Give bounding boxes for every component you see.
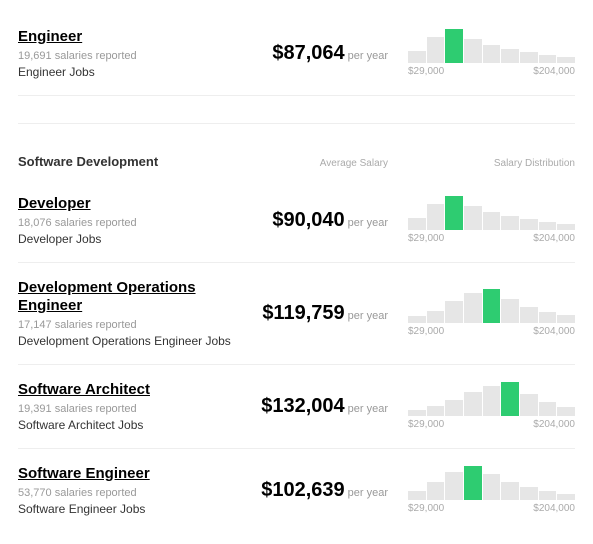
distribution-bar xyxy=(483,212,501,230)
distribution-bar xyxy=(445,29,463,63)
distribution-bar xyxy=(427,311,445,323)
distribution-bar xyxy=(520,219,538,230)
distribution-min-label: $29,000 xyxy=(408,326,444,337)
salary-row: Software Engineer 53,770 salaries reporte… xyxy=(18,449,575,532)
salary-distribution-chart xyxy=(408,382,575,416)
distribution-bar xyxy=(408,491,426,500)
salary-amount: $132,004 xyxy=(261,395,344,417)
distribution-max-label: $204,000 xyxy=(533,233,575,244)
salary-amount: $119,759 xyxy=(262,302,344,324)
section-title: Software Development xyxy=(18,154,248,169)
distribution-max-label: $204,000 xyxy=(533,66,575,77)
distribution-min-label: $29,000 xyxy=(408,419,444,430)
distribution-max-label: $204,000 xyxy=(533,503,575,514)
salaries-reported-text: 18,076 salaries reported xyxy=(18,217,248,229)
distribution-bar xyxy=(483,474,501,500)
distribution-bar xyxy=(557,224,575,230)
distribution-bar xyxy=(539,312,557,323)
job-title-link[interactable]: Developer xyxy=(18,195,91,214)
distribution-bar xyxy=(539,55,557,63)
distribution-bar xyxy=(520,52,538,63)
salary-distribution-header: Salary Distribution xyxy=(388,158,575,169)
distribution-bar xyxy=(483,386,501,416)
salaries-reported-text: 19,691 salaries reported xyxy=(18,50,248,62)
distribution-bar xyxy=(520,307,538,323)
distribution-bar xyxy=(408,218,426,230)
job-title-link[interactable]: Software Engineer xyxy=(18,465,150,484)
distribution-bar xyxy=(445,196,463,230)
distribution-bar xyxy=(483,289,501,323)
salary-distribution-chart xyxy=(408,196,575,230)
per-year-label: per year xyxy=(348,403,388,415)
salaries-reported-text: 17,147 salaries reported xyxy=(18,319,248,331)
distribution-bar xyxy=(501,49,519,63)
salary-row: Development Operations Engineer 17,147 sa… xyxy=(18,263,575,366)
salary-distribution-chart xyxy=(408,289,575,323)
job-title-link[interactable]: Development Operations Engineer xyxy=(18,279,248,317)
salary-amount: $102,639 xyxy=(261,479,344,501)
per-year-label: per year xyxy=(348,310,388,322)
distribution-bar xyxy=(427,37,445,63)
distribution-bar xyxy=(445,400,463,416)
salary-row: Engineer 19,691 salaries reported Engineer… xyxy=(18,12,575,96)
distribution-column: $29,000 $204,000 xyxy=(388,289,575,337)
section-header: Software DevelopmentAverage SalarySalary… xyxy=(18,124,575,179)
distribution-bar xyxy=(539,402,557,416)
distribution-bar xyxy=(427,406,445,416)
distribution-bar xyxy=(408,316,426,323)
distribution-bar xyxy=(501,299,519,323)
jobs-link[interactable]: Software Engineer Jobs xyxy=(18,502,248,516)
distribution-bar xyxy=(539,222,557,230)
distribution-column: $29,000 $204,000 xyxy=(388,466,575,514)
distribution-bar xyxy=(501,482,519,500)
distribution-bar xyxy=(501,382,519,416)
distribution-column: $29,000 $204,000 xyxy=(388,382,575,430)
distribution-max-label: $204,000 xyxy=(533,419,575,430)
distribution-bar xyxy=(520,487,538,500)
distribution-min-label: $29,000 xyxy=(408,503,444,514)
distribution-max-label: $204,000 xyxy=(533,326,575,337)
salary-amount: $90,040 xyxy=(272,209,344,231)
salary-distribution-chart xyxy=(408,466,575,500)
distribution-bar xyxy=(445,301,463,323)
distribution-bar xyxy=(464,293,482,323)
distribution-bar xyxy=(464,39,482,63)
distribution-bar xyxy=(408,51,426,63)
per-year-label: per year xyxy=(348,217,388,229)
distribution-bar xyxy=(464,392,482,416)
average-salary-header: Average Salary xyxy=(248,158,388,169)
salary-amount: $87,064 xyxy=(272,42,344,64)
distribution-column: $29,000 $204,000 xyxy=(388,29,575,77)
salary-row: Software Architect 19,391 salaries report… xyxy=(18,365,575,449)
distribution-min-label: $29,000 xyxy=(408,66,444,77)
distribution-bar xyxy=(427,482,445,500)
salaries-reported-text: 53,770 salaries reported xyxy=(18,487,248,499)
jobs-link[interactable]: Software Architect Jobs xyxy=(18,418,248,432)
distribution-bar xyxy=(464,206,482,230)
salary-distribution-chart xyxy=(408,29,575,63)
distribution-bar xyxy=(464,466,482,500)
salary-row: Developer 18,076 salaries reported Develop… xyxy=(18,179,575,263)
distribution-bar xyxy=(427,204,445,230)
distribution-bar xyxy=(557,407,575,416)
job-title-link[interactable]: Software Architect xyxy=(18,381,150,400)
distribution-bar xyxy=(557,315,575,323)
job-title-link[interactable]: Engineer xyxy=(18,28,82,47)
distribution-bar xyxy=(539,491,557,500)
jobs-link[interactable]: Development Operations Engineer Jobs xyxy=(18,334,248,348)
per-year-label: per year xyxy=(348,50,388,62)
distribution-bar xyxy=(408,410,426,416)
distribution-bar xyxy=(501,216,519,230)
salaries-reported-text: 19,391 salaries reported xyxy=(18,403,248,415)
distribution-bar xyxy=(520,394,538,416)
distribution-bar xyxy=(557,494,575,500)
distribution-bar xyxy=(483,45,501,63)
distribution-column: $29,000 $204,000 xyxy=(388,196,575,244)
distribution-bar xyxy=(557,57,575,63)
distribution-min-label: $29,000 xyxy=(408,233,444,244)
distribution-bar xyxy=(445,472,463,500)
per-year-label: per year xyxy=(348,487,388,499)
jobs-link[interactable]: Developer Jobs xyxy=(18,232,248,246)
jobs-link[interactable]: Engineer Jobs xyxy=(18,65,248,79)
